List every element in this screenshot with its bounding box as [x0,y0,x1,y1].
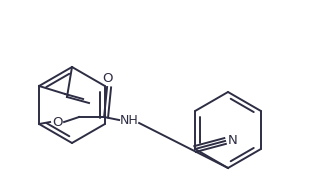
Text: O: O [52,116,62,128]
Text: N: N [228,133,238,146]
Text: NH: NH [120,113,139,127]
Text: O: O [102,71,112,84]
